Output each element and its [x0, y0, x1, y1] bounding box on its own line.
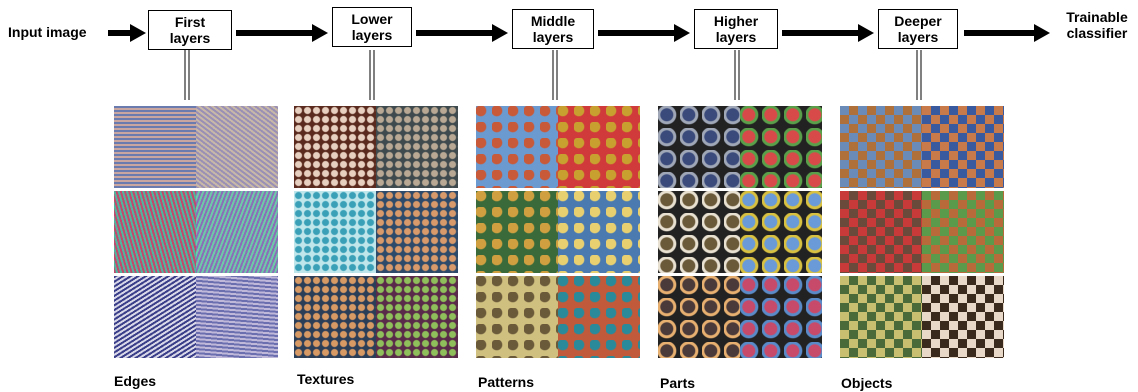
stage-connector	[369, 50, 375, 100]
feature-tile	[476, 106, 558, 188]
stage-connector	[916, 50, 922, 100]
feature-tile	[558, 276, 640, 358]
feature-tile	[740, 191, 822, 273]
feature-tile	[840, 106, 922, 188]
stage-first-layers: First layers	[148, 10, 232, 50]
feature-tile	[294, 191, 376, 273]
stage-label-line1: Lower	[351, 11, 393, 27]
stage-label-line2: layers	[532, 29, 574, 45]
stage-label-line2: layers	[351, 27, 393, 43]
feature-tile	[740, 276, 822, 358]
stage-connector	[184, 50, 190, 100]
flow-arrow	[598, 24, 690, 42]
feature-tile	[294, 276, 376, 358]
feature-tile	[114, 191, 196, 273]
feature-tile	[114, 276, 196, 358]
stage-lower-layers: Lower layers	[332, 7, 412, 47]
flow-arrow	[108, 24, 146, 42]
feature-tile	[376, 191, 458, 273]
stage-label-line2: layers	[897, 29, 939, 45]
feature-tile	[558, 191, 640, 273]
stage-label-line1: Higher	[713, 13, 759, 29]
trainable-classifier-label: Trainable classifier	[1056, 9, 1138, 41]
flow-arrow	[236, 24, 328, 42]
feature-tile	[294, 106, 376, 188]
stage-connector	[552, 50, 558, 100]
stage-label-line2: layers	[169, 30, 211, 46]
stage-connector	[734, 50, 740, 100]
classifier-label-line2: classifier	[1066, 25, 1128, 41]
feature-tile	[658, 106, 740, 188]
feature-tile	[740, 106, 822, 188]
stage-higher-layers: Higher layers	[694, 9, 778, 49]
feature-tile	[922, 106, 1004, 188]
feature-tile	[476, 191, 558, 273]
stage-deeper-layers: Deeper layers	[878, 9, 958, 49]
feature-tile	[196, 106, 278, 188]
stage-label-line2: layers	[715, 29, 757, 45]
category-label-patterns: Patterns	[478, 374, 535, 390]
input-image-label: Input image	[8, 24, 87, 40]
feature-tile	[840, 191, 922, 273]
stage-middle-layers: Middle layers	[512, 9, 594, 49]
feature-tile	[114, 106, 196, 188]
category-label-parts: Parts	[660, 375, 696, 391]
feature-tile	[558, 106, 640, 188]
flow-arrow	[416, 24, 508, 42]
feature-tile	[196, 191, 278, 273]
feature-tile	[476, 276, 558, 358]
stage-label-line1: Deeper	[894, 13, 942, 29]
feature-tile	[840, 276, 922, 358]
feature-tile	[376, 106, 458, 188]
category-label-textures: Textures	[297, 371, 355, 387]
feature-tile	[658, 276, 740, 358]
flow-arrow	[782, 24, 874, 42]
feature-tile	[196, 276, 278, 358]
feature-tile	[922, 191, 1004, 273]
stage-label-line1: First	[174, 14, 206, 30]
category-label-objects: Objects	[841, 375, 893, 391]
feature-tile	[922, 276, 1004, 358]
feature-tile	[376, 276, 458, 358]
feature-tile	[658, 191, 740, 273]
classifier-label-line1: Trainable	[1066, 9, 1128, 25]
category-label-edges: Edges	[114, 373, 157, 389]
stage-label-line1: Middle	[530, 13, 576, 29]
flow-arrow	[964, 24, 1050, 42]
